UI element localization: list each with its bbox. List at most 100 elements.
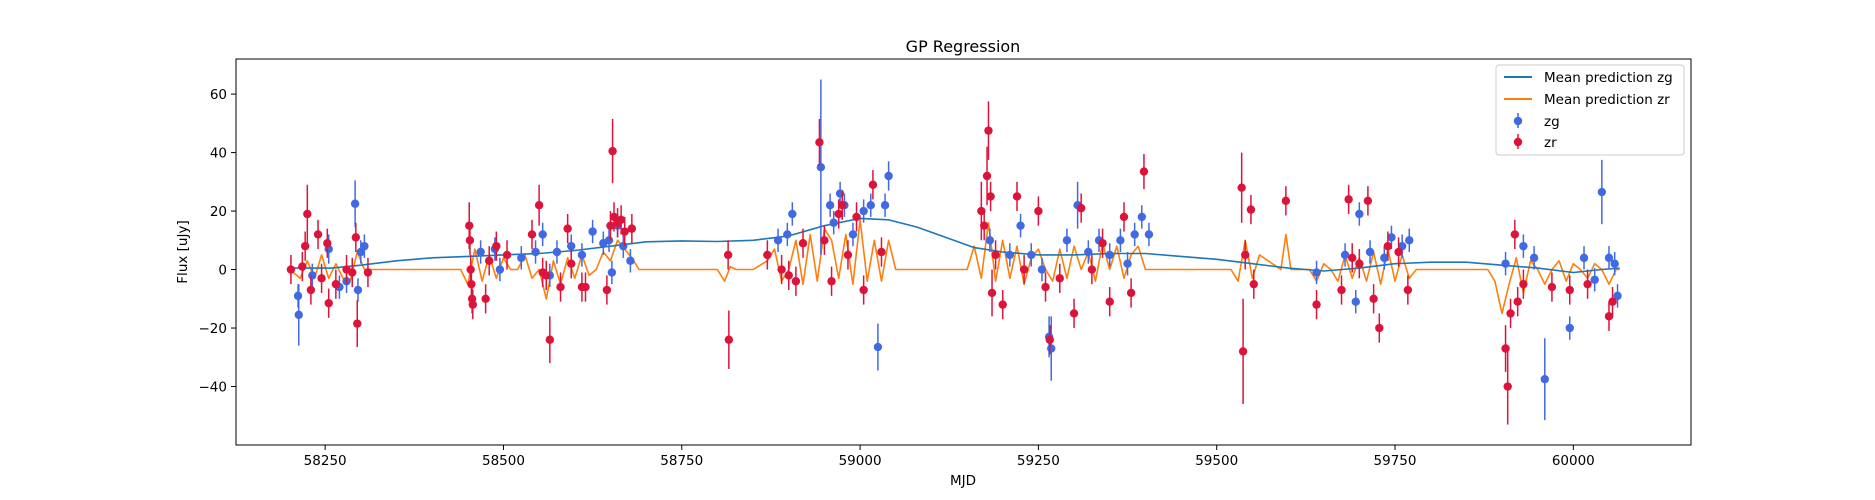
zr-data-point [827,277,836,286]
zr-data-point [353,319,362,328]
zr-data-point [798,239,808,248]
zr-data-point [1519,279,1528,289]
zg-data-point [294,310,303,320]
zr-data-point [1087,265,1097,274]
x-tick-label: 58500 [482,453,525,469]
zr-data-point [1403,285,1413,295]
y-axis: −40 −20 0 20 40 60 [199,87,236,396]
zr-data-point [323,239,332,248]
legend-swatch-zr-marker [1513,137,1523,147]
zr-data-point [1069,309,1079,318]
zg-data-point [816,162,826,172]
zr-data-point [791,277,801,286]
zr-data-point [556,282,565,292]
y-tick-label: 20 [210,204,227,220]
zg-data-point [1387,233,1396,242]
zr-data-point [977,206,986,216]
zr-data-point [763,250,772,260]
zr-data-point [363,268,373,277]
zg-data-point [873,342,883,352]
zr-data-point [1355,259,1364,268]
zr-data-point [306,285,316,295]
zg-data-point [1597,187,1607,197]
zr-data-point [484,256,494,265]
zg-data-point [1047,344,1056,353]
zr-data-point [481,294,490,303]
zr-data-point [877,247,886,257]
zr-data-point [1565,285,1574,295]
zr-data-point [331,279,341,289]
y-tick-label: 60 [210,87,227,103]
zg-data-point [350,199,360,208]
zr-data-point [979,221,989,230]
zg-data-point [1405,236,1414,245]
zg-data-point [517,253,526,263]
zr-data-point [620,227,629,236]
zg-data-point [1365,247,1375,257]
zr-data-point [324,298,333,308]
zr-data-point [1246,205,1256,214]
zg-data-point [531,247,540,257]
zg-data-point [538,230,547,239]
zg-data-point [880,201,890,210]
zr-data-point [1045,335,1055,344]
zr-data-point [1513,297,1522,306]
zr-data-point [563,224,572,233]
zg-data-point [495,265,505,274]
zg-data-point [1351,297,1360,306]
zg-data-point [985,236,995,245]
zr-data-point [1139,167,1149,176]
zr-data-point [467,279,476,289]
zr-data-point [986,192,995,201]
zr-data-point [1119,212,1129,222]
legend-box [1495,64,1685,156]
zr-data-point [298,262,307,271]
legend-label-zg: zg [1544,114,1560,130]
zg-points-layer [293,79,1622,421]
zg-data-point [1130,230,1139,239]
zr-data-point [1348,253,1357,263]
zr-data-point [616,215,626,225]
zg-data-point [604,236,614,245]
zr-data-point [1241,250,1250,260]
zr-data-point [1105,297,1114,306]
zg-data-point [577,250,587,260]
zr-data-point [1034,206,1043,216]
zg-data-point [835,189,845,198]
zr-data-point [1281,196,1291,206]
legend: Mean prediction zg Mean prediction zr zg… [1495,64,1685,156]
zr-data-point [1604,312,1614,321]
zg-data-point [1380,253,1389,263]
zr-data-point [834,209,843,219]
y-tick-label: 0 [218,263,227,279]
zg-data-point [1062,236,1072,245]
zg-data-point [1540,375,1549,384]
zg-data-point [360,241,369,251]
zr-data-point [1012,192,1022,201]
zr-data-point [303,209,312,219]
zr-data-point [843,250,853,260]
zg-data-point [308,271,317,280]
zr-data-point [300,241,310,251]
zr-data-point [982,171,992,181]
zr-data-point [852,212,861,222]
zr-data-point [581,282,590,292]
zr-data-point [627,224,637,233]
zr-data-point [998,300,1007,309]
zr-data-point [1055,274,1064,283]
x-axis-label: MJD [950,473,976,489]
zr-data-point [1237,183,1246,192]
zr-data-point [348,268,357,277]
zg-data-point [783,230,792,239]
zg-data-point [619,241,628,251]
zg-data-point [848,230,858,239]
zr-data-point [465,236,475,245]
zg-data-point [1123,259,1132,268]
zr-data-point [784,271,793,280]
zg-data-point [825,201,835,210]
zr-data-point [868,180,878,189]
zr-data-point [534,201,544,210]
zr-data-point [723,250,733,260]
zg-data-point [1312,268,1321,277]
